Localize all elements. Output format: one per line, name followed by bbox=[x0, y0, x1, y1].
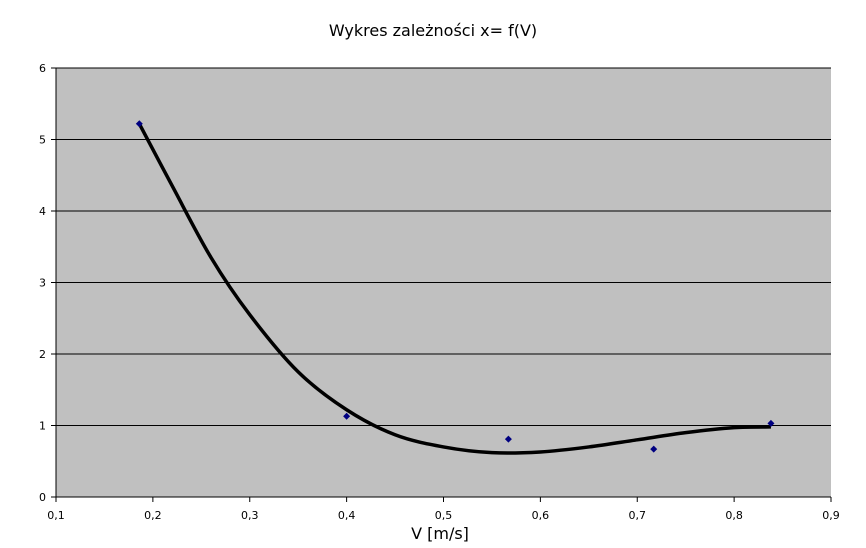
tick-labels: 0 1 2 3 4 5 6 0,1 0,2 0,3 0,4 0,5 0,6 0,7 0,8 0,9 bbox=[39, 62, 840, 522]
trendline-layer bbox=[137, 122, 771, 455]
x-axis-title: V [m/s] bbox=[411, 524, 469, 543]
y-tick-label: 4 bbox=[39, 205, 46, 218]
y-tick-label: 1 bbox=[39, 420, 46, 433]
x-tick-label: 0,8 bbox=[725, 509, 743, 522]
x-tick-label: 0,9 bbox=[822, 509, 840, 522]
x-tick-label: 0,4 bbox=[338, 509, 356, 522]
x-tick-label: 0,3 bbox=[241, 509, 259, 522]
y-tick-label: 0 bbox=[39, 491, 46, 504]
x-tick-label: 0,7 bbox=[629, 509, 647, 522]
data-point bbox=[343, 412, 351, 420]
data-points-layer bbox=[135, 120, 775, 453]
y-tick-label: 2 bbox=[39, 348, 46, 361]
data-point bbox=[135, 120, 143, 128]
y-tick-label: 6 bbox=[39, 62, 46, 75]
trendline bbox=[137, 122, 771, 455]
x-tick-label: 0,5 bbox=[435, 509, 453, 522]
x-tick-label: 0,6 bbox=[532, 509, 550, 522]
x-tick-label: 0,1 bbox=[47, 509, 65, 522]
x-tick-label: 0,2 bbox=[144, 509, 162, 522]
chart-title: Wykres zależności x= f(V) bbox=[329, 21, 537, 40]
y-tick-label: 3 bbox=[39, 277, 46, 290]
data-point bbox=[504, 435, 512, 443]
y-tick-label: 5 bbox=[39, 134, 46, 147]
data-point bbox=[767, 419, 775, 427]
data-point bbox=[650, 445, 658, 453]
